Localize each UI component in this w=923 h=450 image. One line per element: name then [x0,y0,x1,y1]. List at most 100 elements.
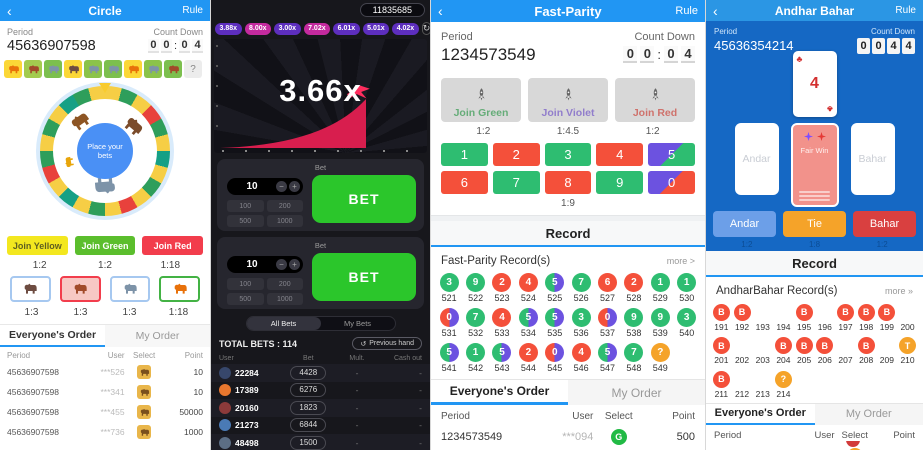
quick-bet-button[interactable]: 1000 [266,215,303,227]
selected-animal-icon [137,385,152,399]
countdown: 0 0 4 4 [857,38,915,54]
quick-bet-button[interactable]: 200 [266,200,303,212]
animal-tile[interactable] [64,60,82,78]
record-item: A 200 [897,302,918,332]
bet-button[interactable]: Bahar [853,211,916,237]
column-select: Select [604,411,633,422]
decrease-bet-button[interactable]: − [276,259,287,270]
countdown: 0 0 : 0 4 [620,46,695,63]
quick-bet-button[interactable]: 100 [227,200,264,212]
back-icon[interactable]: ‹ [713,2,718,19]
record-number-circle: 1 [466,343,486,362]
animal-tile[interactable] [4,60,22,78]
column-select: Select [841,429,868,441]
rule-link[interactable]: Rule [182,5,203,16]
increase-bet-button[interactable]: + [289,259,300,270]
number-button[interactable]: 6 [441,171,488,194]
place-your-bets-hub[interactable]: Place your bets [77,123,133,179]
increase-bet-button[interactable]: + [289,181,300,192]
quick-bet-button[interactable]: 1000 [266,293,303,305]
bet-panel: Bet 10 − + 100 200 500 1000 BET [217,237,424,309]
bet-button[interactable]: BET [312,253,416,301]
more-link[interactable]: more » [884,286,913,296]
bet-button[interactable]: Tie [783,211,846,237]
tab-all-bets[interactable]: All Bets [246,317,321,330]
animal-tile[interactable] [24,60,42,78]
more-link[interactable]: more > [666,256,695,266]
number-button[interactable]: 0 [648,171,695,194]
tab-my-order[interactable]: My Order [568,380,705,405]
back-icon[interactable]: ‹ [7,2,12,19]
quick-bet-button[interactable]: 500 [227,215,264,227]
multiplier-pill[interactable]: 5.01x [362,22,390,35]
record-round-id: 195 [797,321,812,332]
bahar-slot-label: Bahar [858,153,887,165]
decrease-bet-button[interactable]: − [276,181,287,192]
animal-tile[interactable] [84,60,102,78]
history-button[interactable]: ↻ [421,22,430,35]
back-icon[interactable]: ‹ [438,3,443,19]
bet-button[interactable]: BET [312,175,416,223]
animal-bet-card[interactable] [10,276,51,302]
record-round-id: 211 [714,388,729,399]
rule-link[interactable]: Rule [895,5,916,16]
bet-amount-field[interactable]: 10 − + [227,178,303,195]
multiplier-pill[interactable]: 7.02x [303,22,331,35]
rule-link[interactable]: Rule [675,5,698,17]
animal-tile[interactable] [44,60,62,78]
bet-amount-field[interactable]: 10 − + [227,256,303,273]
multiplier-pill[interactable]: 3.00x [274,22,301,35]
join-color-button[interactable]: Join Red [615,78,695,122]
record-round-id: 209 [879,355,894,365]
number-button[interactable]: 5 [648,143,695,166]
period-value: 45636907598 [7,38,96,54]
animal-bet-card[interactable] [159,276,200,302]
tab-everyones-order[interactable]: Everyone's Order [0,325,105,347]
number-button[interactable]: 8 [544,171,592,194]
number-button[interactable]: 1 [441,143,488,166]
previous-hand-button[interactable]: ↺ Previous hand [352,337,422,350]
tab-everyones-order[interactable]: Everyone's Order [706,403,815,425]
animal-bet-card[interactable] [59,276,101,302]
join-color-button[interactable]: Join Green [74,236,136,255]
tab-my-bets[interactable]: My Bets [343,319,372,328]
quick-bet-button[interactable]: 100 [227,278,264,290]
multiplier-pill[interactable]: 8.00x [244,22,272,35]
join-color-button[interactable]: Join Yellow [7,236,68,255]
record-result-circle: B [733,303,751,321]
animal-bet-card[interactable] [109,276,151,302]
number-button[interactable]: 4 [596,143,644,166]
tab-my-order[interactable]: My Order [814,403,923,425]
grid-odds: 1:9 [561,198,575,209]
record-number-circle: 2 [624,273,644,292]
animal-tile[interactable] [144,60,162,78]
record-number-circle: 1 [677,273,697,292]
record-number-circle: 5 [598,343,618,362]
bet-button[interactable]: Andar [713,211,776,237]
multiplier-pill[interactable]: 6.01x [333,22,360,35]
number-button[interactable]: 2 [492,143,540,166]
number-button[interactable]: 3 [544,143,592,166]
countdown-label: Count Down [634,31,695,43]
animal-icon [22,281,38,297]
betting-wheel[interactable]: Place your bets [0,82,210,228]
tab-everyones-order[interactable]: Everyone's Order [431,380,568,405]
join-color-button[interactable]: Join Violet [528,78,608,122]
animal-tile[interactable] [164,60,182,78]
record-result-circle: A [759,340,766,351]
bahar-card-slot[interactable]: Bahar [850,123,895,195]
animal-tile[interactable] [124,60,142,78]
quick-bet-button[interactable]: 500 [227,293,264,305]
number-button[interactable]: 7 [492,171,540,194]
animal-tile[interactable] [104,60,122,78]
tab-my-order[interactable]: My Order [105,325,210,347]
multiplier-pill[interactable]: 4.02x [392,22,419,35]
number-button[interactable]: 9 [596,171,644,194]
help-tile[interactable]: ? [184,60,202,78]
record-number-circle: 4 [571,343,591,362]
multiplier-pill[interactable]: 3.88x [215,22,242,35]
join-color-button[interactable]: Join Green [441,78,521,122]
join-color-button[interactable]: Join Red [142,236,204,255]
quick-bet-button[interactable]: 200 [266,278,303,290]
andar-card-slot[interactable]: Andar [734,123,779,195]
